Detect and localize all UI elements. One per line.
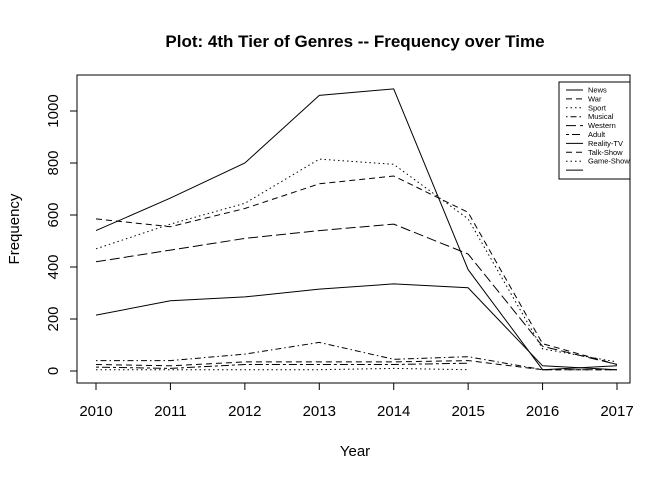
legend-entry: War [588, 94, 602, 103]
legend-entry: Musical [588, 112, 614, 121]
series-line-sport [95, 158, 618, 363]
series-line-war [95, 175, 618, 365]
legend: NewsWarSportMusicalWesternAdultReality-T… [558, 81, 631, 180]
x-tick-label: 2015 [451, 403, 484, 420]
x-axis-label: Year [340, 443, 370, 460]
series-line-game-show [96, 367, 469, 371]
legend-entry: Adult [588, 130, 606, 139]
x-tick-label: 2010 [79, 403, 112, 420]
legend-entry: News [588, 86, 607, 95]
x-axis: 2010 2011 2012 2013 2014 2015 2016 2017 [79, 382, 634, 420]
series-line-musical [96, 341, 617, 371]
chart-title: Plot: 4th Tier of Genres -- Frequency ov… [165, 32, 544, 51]
y-axis: 0 200 400 600 800 1000 [45, 94, 78, 375]
x-tick-label: 2016 [526, 403, 559, 420]
legend-box [558, 81, 631, 180]
legend-entry: Sport [588, 103, 607, 112]
series-line-news [95, 88, 618, 371]
y-tick-label: 600 [45, 202, 62, 227]
y-axis-label: Frequency [6, 193, 23, 264]
series-line-reality-tv [95, 283, 618, 371]
x-tick-label: 2014 [377, 403, 410, 420]
y-tick-label: 800 [45, 150, 62, 175]
series-line-talk-show [95, 360, 617, 371]
x-tick-label: 2011 [154, 403, 186, 420]
series-line-western [95, 223, 618, 365]
legend-entry: Western [588, 121, 616, 130]
plot-frame [76, 74, 631, 384]
x-tick-label: 2017 [600, 403, 633, 420]
y-tick-label: 400 [45, 254, 62, 279]
x-tick-label: 2013 [303, 403, 336, 420]
series-layer [95, 88, 618, 371]
legend-entry: Talk-Show [588, 148, 623, 157]
legend-entry: Reality-TV [588, 139, 623, 148]
legend-entry: Game-Show [588, 157, 630, 166]
y-tick-label: 1000 [45, 94, 62, 127]
x-tick-label: 2012 [228, 403, 261, 420]
y-tick-label: 200 [45, 306, 62, 331]
series-line-adult [95, 362, 469, 369]
y-tick-label: 0 [45, 367, 62, 375]
